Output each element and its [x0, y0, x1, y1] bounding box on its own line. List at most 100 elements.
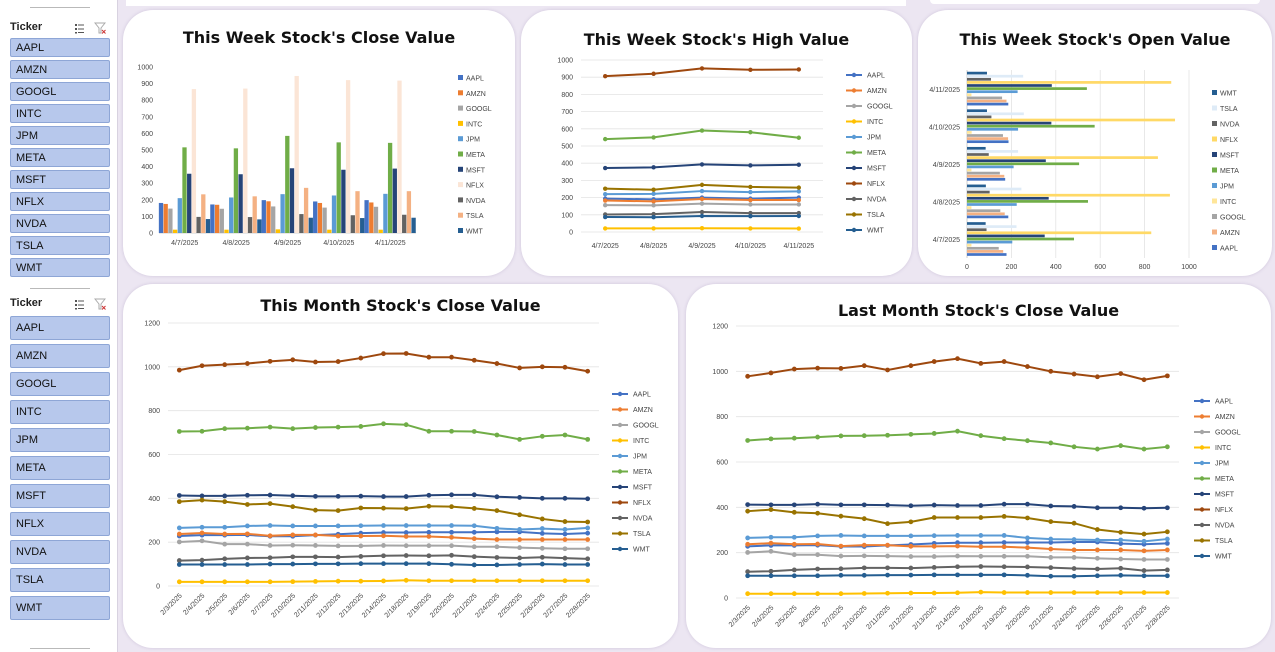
legend-label-amzn: AMZN [1220, 230, 1240, 237]
multi-select-icon[interactable] [74, 22, 86, 34]
series-line-tsla [747, 508, 1168, 536]
slicer-item-wmt[interactable]: WMT [10, 258, 110, 277]
legend-marker-nflx [851, 181, 857, 186]
slicer-item-nflx[interactable]: NFLX [10, 512, 110, 536]
data-point-jpm [267, 523, 273, 528]
data-point-amzn [838, 543, 844, 549]
data-point-intc [267, 579, 273, 585]
legend-label-amzn: AMZN [466, 91, 486, 98]
data-point-tsla [768, 507, 774, 512]
data-point-tsla [796, 185, 801, 190]
slicer-item-nvda[interactable]: NVDA [10, 540, 110, 564]
data-point-nvda [449, 552, 454, 558]
legend-marker-googl [617, 422, 623, 428]
legend-swatch-tsla [458, 212, 463, 218]
legend-marker-jpm [851, 134, 857, 140]
data-point-jpm [955, 533, 960, 538]
slicer-item-tsla[interactable]: TSLA [10, 236, 110, 255]
data-point-intc [745, 591, 751, 597]
data-point-intc [978, 589, 984, 595]
slicer-item-tsla[interactable]: TSLA [10, 568, 110, 592]
data-point-tsla [699, 182, 705, 188]
data-point-nvda [931, 565, 937, 570]
bar-tsla [201, 194, 206, 233]
week-open-card: This Week Stock's Open Value 0 200 400 600 8… [918, 10, 1272, 276]
slicer-item-jpm[interactable]: JPM [10, 428, 110, 452]
y-tick-label: 700 [141, 114, 153, 121]
slicer-item-intc[interactable]: INTC [10, 104, 110, 123]
legend-label-msft: MSFT [1215, 492, 1235, 499]
slicer-item-jpm[interactable]: JPM [10, 126, 110, 145]
legend-label-tsla: TSLA [1215, 538, 1233, 545]
legend-label-googl: GOOGL [1215, 430, 1241, 437]
data-point-wmt [1048, 573, 1054, 579]
legend-label-googl: GOOGL [1220, 215, 1246, 222]
data-point-aapl [449, 529, 454, 535]
data-point-msft [403, 494, 409, 499]
bar-meta [967, 200, 1088, 203]
slicer-item-aapl[interactable]: AAPL [10, 316, 110, 340]
data-point-wmt [539, 561, 545, 567]
legend-label-meta: META [466, 152, 485, 159]
legend-label-nvda: NVDA [466, 198, 486, 205]
data-point-googl [748, 202, 753, 207]
slicer-item-aapl[interactable]: AAPL [10, 38, 110, 57]
data-point-wmt [426, 561, 432, 567]
clear-filter-icon[interactable] [94, 22, 106, 34]
slicer-item-nflx[interactable]: NFLX [10, 192, 110, 211]
data-point-googl [585, 546, 591, 552]
data-point-nvda [244, 555, 250, 561]
bar-tsla [355, 191, 360, 233]
data-point-meta [222, 426, 228, 432]
data-point-wmt [796, 213, 801, 219]
bar-jpm [177, 198, 182, 233]
data-point-aapl [978, 540, 984, 546]
bar-nvda [196, 216, 201, 233]
bar-meta [967, 162, 1080, 166]
bar-amzn [317, 202, 323, 233]
slicer-item-meta[interactable]: META [10, 148, 110, 167]
data-point-aapl [494, 529, 500, 535]
data-point-msft [494, 494, 500, 500]
bar-amzn [967, 174, 1005, 178]
data-point-amzn [768, 540, 774, 546]
slicer-item-amzn[interactable]: AMZN [10, 344, 110, 368]
y-tick-label: 4/9/2025 [933, 162, 960, 169]
legend-label-wmt: WMT [1215, 554, 1232, 561]
bar-wmt [360, 218, 365, 233]
slicer-item-msft[interactable]: MSFT [10, 170, 110, 189]
data-point-intc [313, 578, 318, 584]
data-point-meta [517, 436, 523, 442]
slicer-item-msft[interactable]: MSFT [10, 484, 110, 508]
data-point-tsla [290, 504, 296, 510]
data-point-googl [426, 543, 432, 549]
data-point-nflx [791, 366, 797, 372]
slicer-item-googl[interactable]: GOOGL [10, 82, 110, 101]
y-tick-label: 600 [561, 126, 573, 133]
bar-nflx [967, 193, 1170, 197]
data-point-meta [931, 431, 937, 436]
legend-label-msft: MSFT [867, 166, 887, 173]
slicer-item-meta[interactable]: META [10, 456, 110, 480]
legend-swatch-intc [458, 120, 463, 126]
clear-filter-icon[interactable] [94, 298, 106, 310]
data-point-amzn [176, 531, 182, 537]
slicer-item-wmt[interactable]: WMT [10, 596, 110, 620]
data-point-wmt [651, 215, 656, 220]
slicer-item-googl[interactable]: GOOGL [10, 372, 110, 396]
data-point-wmt [1001, 572, 1007, 578]
multi-select-icon[interactable] [74, 298, 86, 310]
slicer-item-intc[interactable]: INTC [10, 400, 110, 424]
data-point-wmt [313, 561, 318, 567]
data-point-nvda [290, 554, 296, 560]
data-point-googl [1025, 553, 1030, 559]
data-point-googl [199, 538, 205, 544]
bar-msft [341, 169, 346, 233]
legend-marker-meta [617, 469, 623, 474]
slicer-item-nvda[interactable]: NVDA [10, 214, 110, 233]
slicer-item-amzn[interactable]: AMZN [10, 60, 110, 79]
data-point-nflx [449, 354, 454, 360]
data-point-nflx [748, 67, 753, 73]
y-tick-label: 800 [561, 92, 573, 99]
data-point-msft [449, 492, 454, 498]
